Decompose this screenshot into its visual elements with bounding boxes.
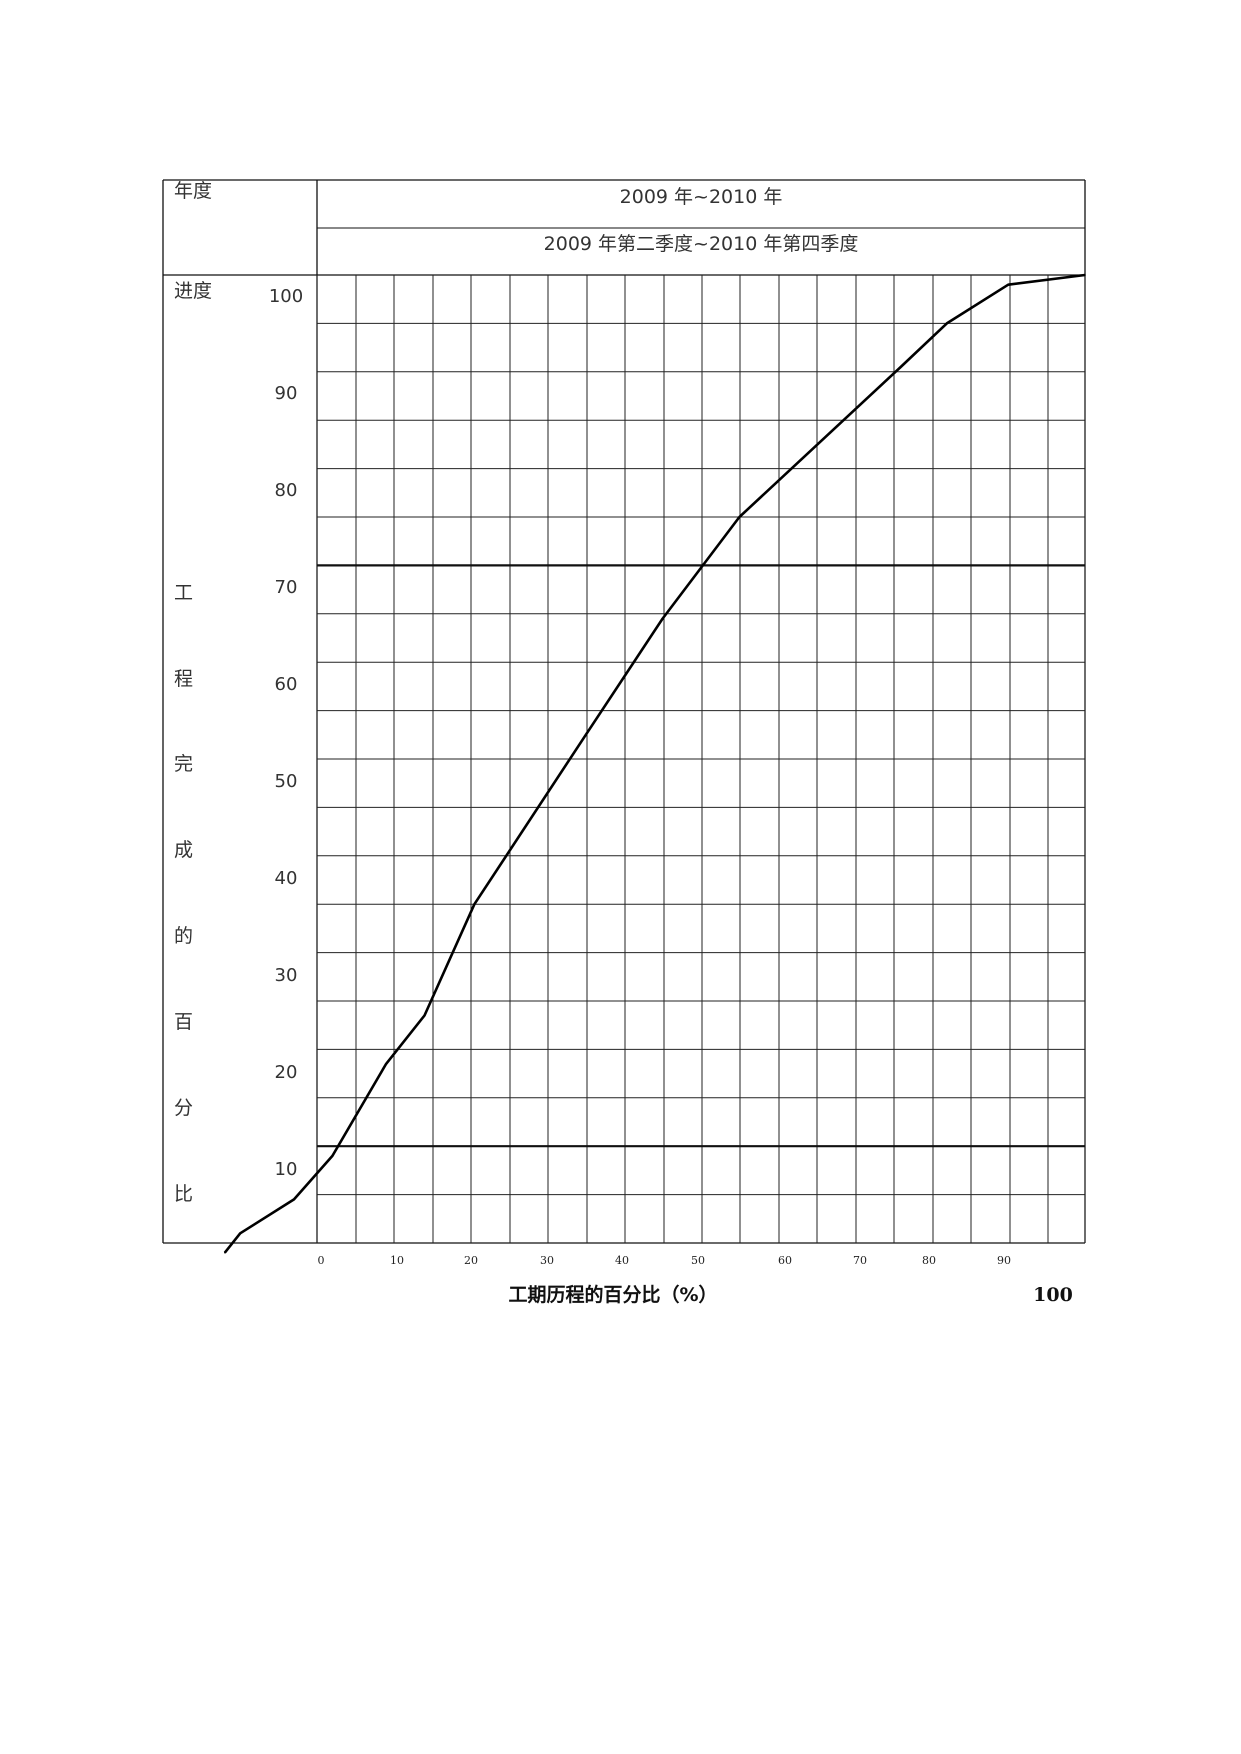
axis-title-char: 分 <box>174 1097 193 1119</box>
series-point <box>738 516 741 518</box>
series-point <box>1007 283 1009 286</box>
series-point <box>423 1014 426 1017</box>
x-tick-label: 40 <box>615 1254 629 1267</box>
quarter-range-text: 2009 年第二季度~2010 年第四季度 <box>544 233 859 255</box>
axis-title-char: 程 <box>174 668 193 690</box>
axis-title-char: 的 <box>174 925 193 947</box>
series-point <box>331 1155 334 1157</box>
x-tick-label: 10 <box>390 1254 404 1267</box>
axis-title-char: 成 <box>174 839 193 861</box>
y-tick-label: 10 <box>275 1159 298 1180</box>
axis-title-char: 百 <box>174 1011 193 1033</box>
y-tick-label: 90 <box>275 383 298 404</box>
axis-title-char: 工 <box>174 582 193 604</box>
x-end-label: 100 <box>1033 1284 1073 1306</box>
y-tick-label: 70 <box>275 577 298 598</box>
series-point <box>945 322 948 325</box>
x-tick-labels: 0 10 20 30 40 50 60 70 80 90 <box>318 1254 1012 1267</box>
y-tick-label: 60 <box>275 674 298 695</box>
series-point <box>661 617 664 620</box>
y-tick-labels: 100 90 80 70 60 50 40 30 20 10 <box>269 286 303 1180</box>
x-tick-label: 80 <box>922 1254 936 1267</box>
x-tick-label: 60 <box>778 1254 792 1267</box>
series-point <box>585 734 587 736</box>
x-tick-label: 90 <box>997 1254 1011 1267</box>
year-header-label: 年度 <box>174 180 212 202</box>
progress-series <box>223 273 1086 1254</box>
y-tick-label: 20 <box>275 1062 298 1083</box>
series-point <box>239 1232 241 1235</box>
progress-header-label: 进度 <box>174 280 212 302</box>
series-point <box>224 1251 226 1254</box>
x-tick-label: 50 <box>691 1254 705 1267</box>
x-tick-label: 30 <box>540 1254 554 1267</box>
series-point <box>1084 274 1086 276</box>
y-tick-label: 80 <box>275 480 298 501</box>
series-point <box>293 1198 295 1201</box>
y-tick-label: 50 <box>275 771 298 792</box>
grid-lines <box>316 275 1086 1243</box>
x-tick-label: 70 <box>853 1254 867 1267</box>
y-tick-label: 30 <box>275 965 298 986</box>
series-point <box>385 1063 387 1065</box>
x-tick-label: 0 <box>318 1254 325 1267</box>
axis-title-char: 完 <box>174 753 193 775</box>
axis-title-char: 比 <box>174 1183 193 1205</box>
series-point <box>899 366 902 368</box>
table-frame <box>162 179 1086 1244</box>
y-tick-label: 40 <box>275 868 298 889</box>
y-tick-label: 100 <box>269 286 303 307</box>
series-point <box>473 903 476 905</box>
x-tick-label: 20 <box>464 1254 478 1267</box>
year-range-text: 2009 年~2010 年 <box>620 186 783 208</box>
x-axis-title: 工期历程的百分比（%） <box>508 1283 717 1306</box>
series-line-0 <box>223 273 1086 1254</box>
